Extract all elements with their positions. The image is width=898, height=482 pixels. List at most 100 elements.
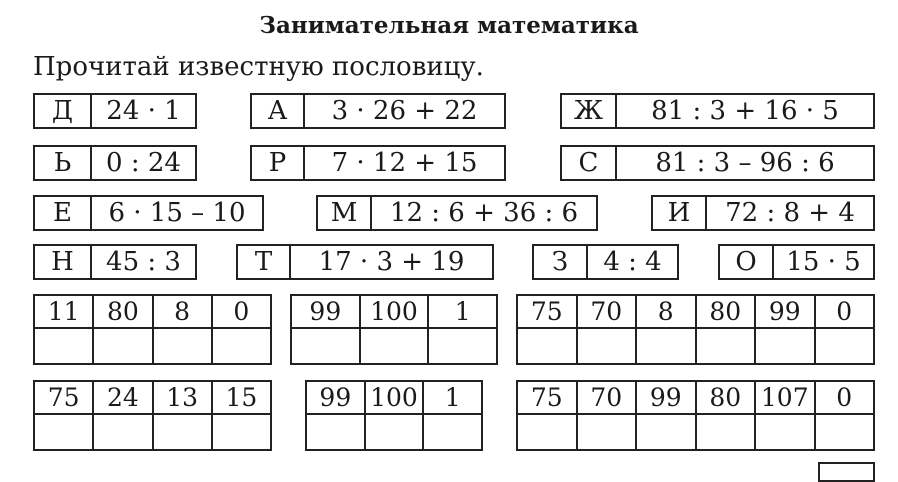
number-cell: 1 [427,294,498,329]
code-box: Ь 0 : 24 [33,145,197,181]
letter-answer-cell[interactable] [151,327,213,365]
letter-answer-cell[interactable] [210,327,273,365]
letter-answer-cell[interactable] [813,327,875,365]
letter-answer-cell[interactable] [635,413,697,451]
letter-answer-cell[interactable] [32,327,95,365]
number-cell: 11 [32,294,95,329]
answer-row [305,413,483,451]
code-expression: 72 : 8 + 4 [725,198,855,228]
letter-answer-cell[interactable] [754,413,816,451]
code-letter: Н [35,246,92,278]
code-expression: 15 · 5 [786,247,861,277]
code-box: С 81 : 3 – 96 : 6 [560,145,875,181]
number-cell: 80 [694,294,756,329]
letter-answer-cell[interactable] [358,327,430,365]
number-cell: 99 [290,294,361,329]
code-expression: 45 : 3 [106,247,181,277]
letter-answer-cell[interactable] [305,413,366,451]
code-letter: Т [238,246,291,278]
letter-answer-cell[interactable] [694,413,756,451]
answer-row [516,327,875,365]
number-cell: 80 [92,294,154,329]
number-row: 11 80 8 0 [32,294,273,329]
code-box: Д 24 · 1 [33,93,197,129]
number-cell: 8 [635,294,697,329]
number-cell: 24 [92,380,154,415]
code-box: М 12 : 6 + 36 : 6 [316,195,598,231]
answer-grid: 99 100 1 [290,294,498,365]
letter-answer-cell[interactable] [575,327,637,365]
code-expression: 17 · 3 + 19 [318,247,465,277]
code-box: Ж 81 : 3 + 16 · 5 [560,93,875,129]
answer-row [290,327,498,365]
code-box: А 3 · 26 + 22 [250,93,506,129]
code-letter: С [562,147,617,179]
answer-row [516,413,875,451]
number-cell: 99 [754,294,816,329]
letter-answer-cell[interactable] [635,327,697,365]
letter-answer-cell[interactable] [516,413,578,451]
number-cell: 70 [575,294,637,329]
number-cell: 0 [813,380,875,415]
code-box: Т 17 · 3 + 19 [236,244,494,280]
code-box: Е 6 · 15 – 10 [33,195,264,231]
number-cell: 100 [358,294,430,329]
number-cell: 100 [363,380,425,415]
answer-grid: 75 24 13 15 [32,380,273,451]
answer-grid: 75 70 99 80 107 0 [516,380,875,451]
letter-answer-cell[interactable] [363,413,425,451]
number-cell: 99 [635,380,697,415]
code-letter: Д [35,95,92,127]
letter-answer-cell[interactable] [694,327,756,365]
code-expression: 12 : 6 + 36 : 6 [389,198,579,228]
answer-grid: 11 80 8 0 [32,294,273,365]
code-expression: 3 · 26 + 22 [331,96,478,126]
number-row: 75 70 99 80 107 0 [516,380,875,415]
number-row: 75 24 13 15 [32,380,273,415]
letter-answer-cell[interactable] [575,413,637,451]
number-cell: 13 [151,380,213,415]
number-cell: 99 [305,380,366,415]
number-cell: 75 [32,380,95,415]
number-cell: 70 [575,380,637,415]
score-box [818,462,875,482]
answer-grid: 99 100 1 [305,380,483,451]
number-cell: 107 [754,380,816,415]
number-cell: 0 [813,294,875,329]
number-cell: 8 [151,294,213,329]
code-letter: З [534,246,588,278]
code-expression: 81 : 3 + 16 · 5 [651,96,839,126]
code-letter: А [252,95,305,127]
number-cell: 75 [516,294,578,329]
code-box: Н 45 : 3 [33,244,197,280]
letter-answer-cell[interactable] [813,413,875,451]
answer-grid: 75 70 8 80 99 0 [516,294,875,365]
letter-answer-cell[interactable] [290,327,361,365]
number-row: 99 100 1 [305,380,483,415]
task-instruction: Прочитай известную пословицу. [33,52,484,82]
letter-answer-cell[interactable] [422,413,483,451]
letter-answer-cell[interactable] [516,327,578,365]
code-expression: 0 : 24 [106,148,181,178]
code-letter: Р [252,147,305,179]
letter-answer-cell[interactable] [754,327,816,365]
code-expression: 4 : 4 [603,247,662,277]
letter-answer-cell[interactable] [32,413,95,451]
worksheet-title: Занимательная математика [259,12,639,39]
letter-answer-cell[interactable] [92,327,154,365]
code-letter: Ь [35,147,92,179]
letter-answer-cell[interactable] [427,327,498,365]
code-letter: М [318,197,372,229]
code-box: З 4 : 4 [532,244,679,280]
number-cell: 1 [422,380,483,415]
letter-answer-cell[interactable] [151,413,213,451]
code-expression: 81 : 3 – 96 : 6 [655,148,835,178]
number-cell: 0 [210,294,273,329]
code-expression: 24 · 1 [106,96,181,126]
code-letter: Ж [562,95,617,127]
letter-answer-cell[interactable] [210,413,273,451]
code-letter: О [720,246,774,278]
letter-answer-cell[interactable] [92,413,154,451]
number-cell: 15 [210,380,273,415]
code-box: О 15 · 5 [718,244,875,280]
